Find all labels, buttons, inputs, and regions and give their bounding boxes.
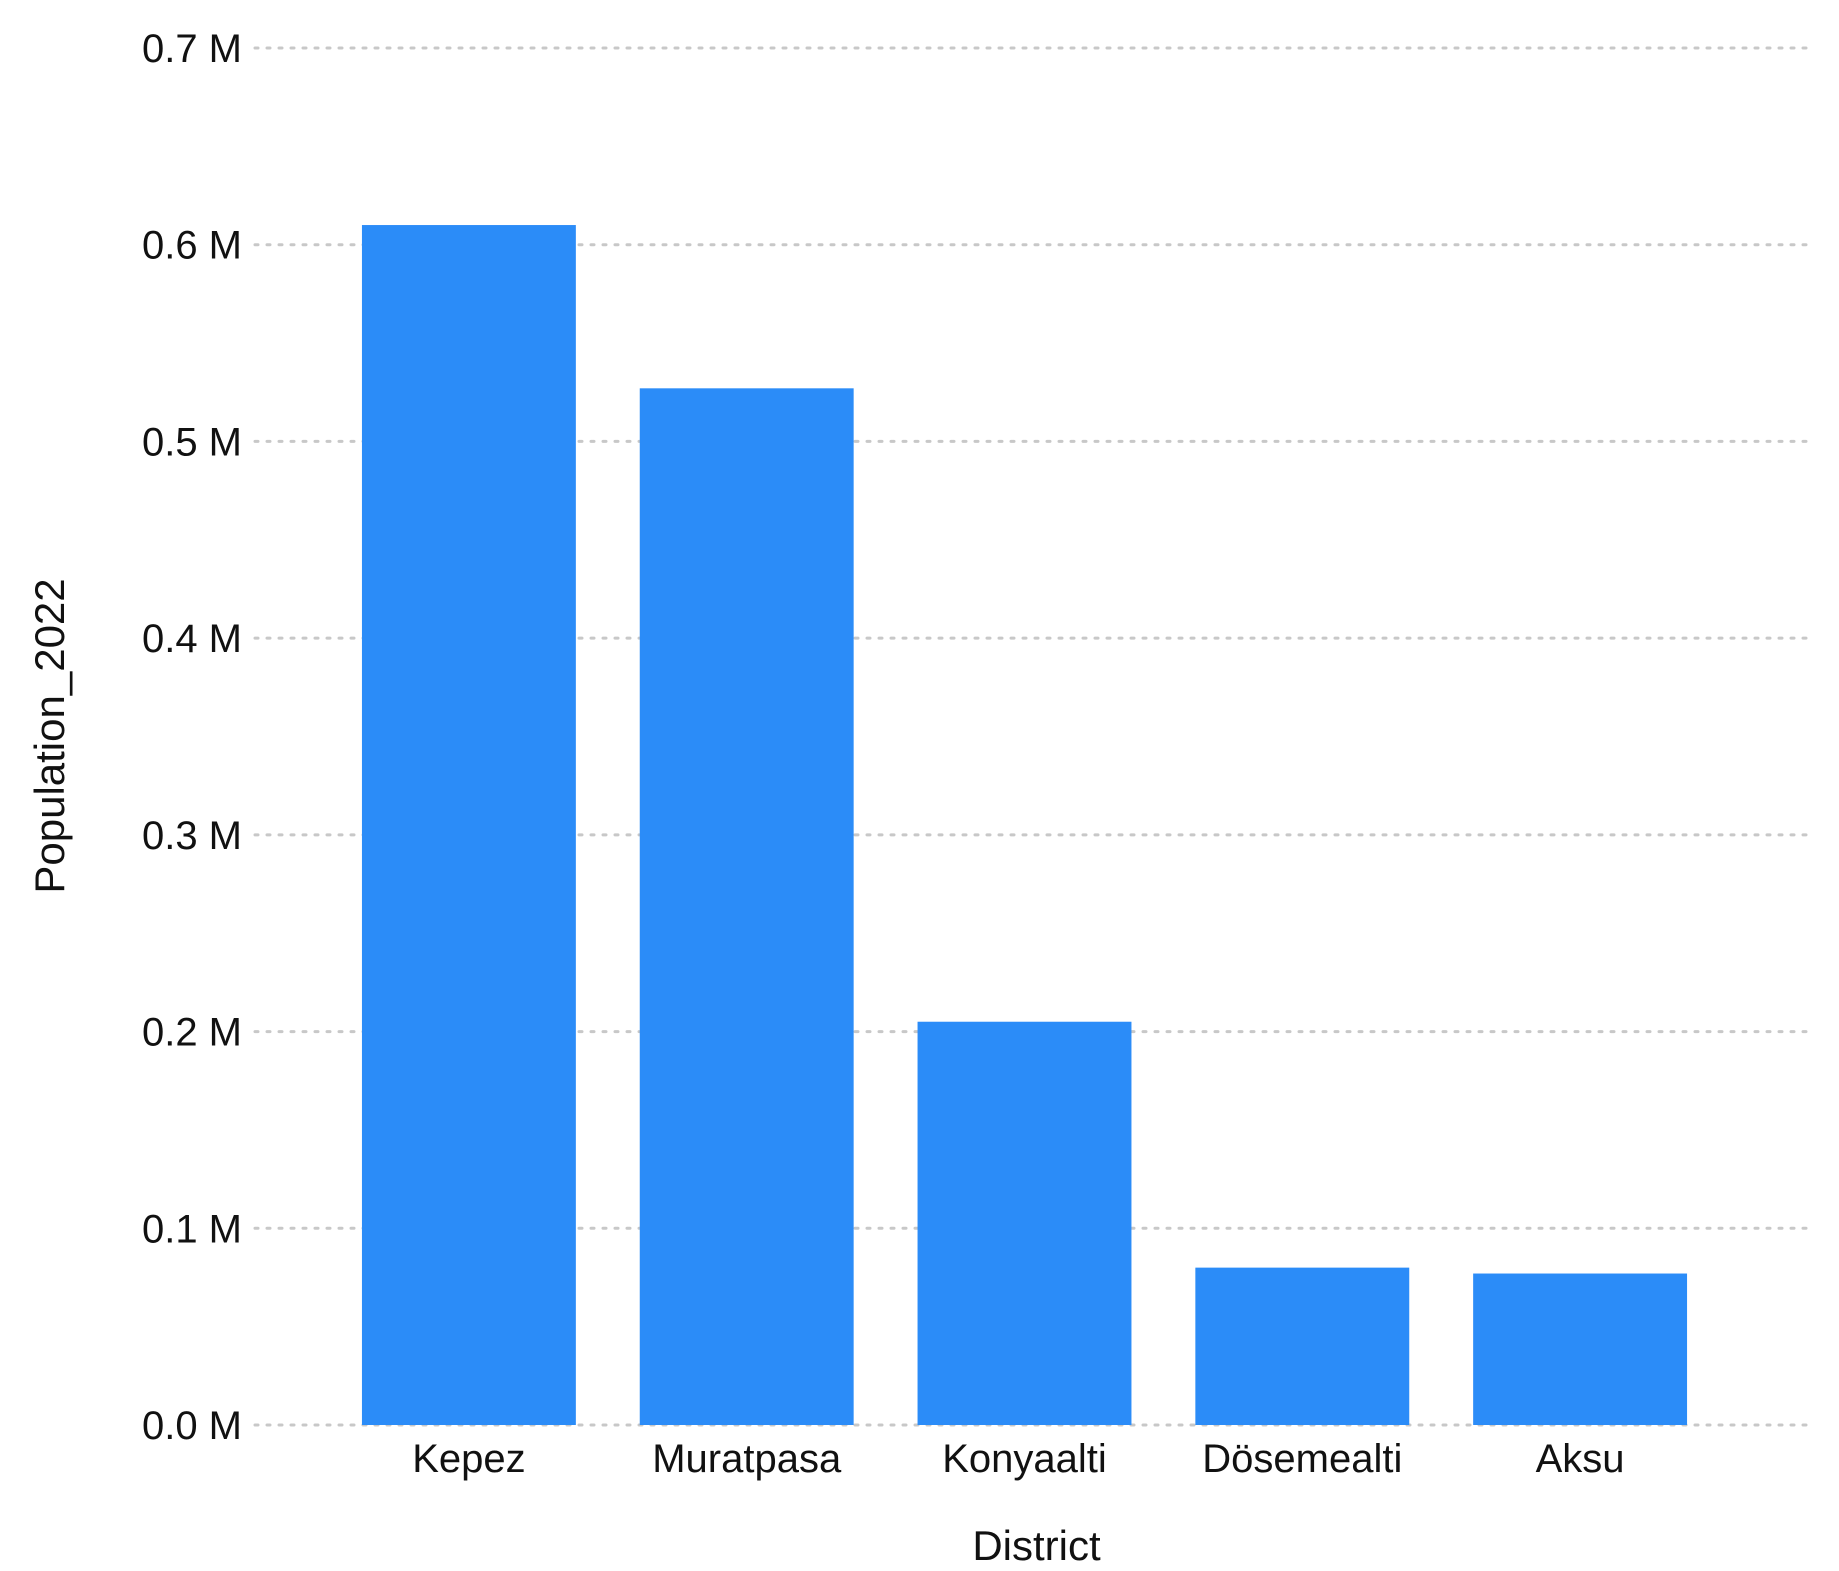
x-tick-label: Muratpasa bbox=[652, 1437, 842, 1481]
x-axis-ticks: Kepez Muratpasa Konyaalti Dösemealti Aksu bbox=[412, 1437, 1624, 1481]
x-tick-label: Konyaalti bbox=[942, 1437, 1107, 1481]
bar bbox=[917, 1021, 1132, 1425]
bar bbox=[1195, 1267, 1410, 1425]
y-tick-label: 0.2 M bbox=[142, 1011, 242, 1055]
y-tick-label: 0.7 M bbox=[142, 27, 242, 71]
y-tick-label: 0.5 M bbox=[142, 420, 242, 464]
x-axis-title: District bbox=[972, 1522, 1101, 1569]
y-axis-title: Population_2022 bbox=[26, 578, 73, 893]
y-axis-ticks: 0.0 M 0.1 M 0.2 M 0.3 M 0.4 M 0.5 M 0.6 M 0.7 M bbox=[142, 27, 242, 1448]
bar bbox=[361, 225, 576, 1426]
y-tick-label: 0.1 M bbox=[142, 1207, 242, 1251]
y-tick-label: 0.3 M bbox=[142, 814, 242, 858]
bars bbox=[361, 225, 1688, 1426]
y-tick-label: 0.0 M bbox=[142, 1404, 242, 1448]
x-tick-label: Aksu bbox=[1536, 1437, 1625, 1481]
x-tick-label: Kepez bbox=[412, 1437, 525, 1481]
bar bbox=[1473, 1273, 1688, 1425]
y-tick-label: 0.6 M bbox=[142, 224, 242, 268]
y-tick-label: 0.4 M bbox=[142, 617, 242, 661]
bar bbox=[639, 388, 854, 1426]
x-tick-label: Dösemealti bbox=[1202, 1437, 1402, 1481]
